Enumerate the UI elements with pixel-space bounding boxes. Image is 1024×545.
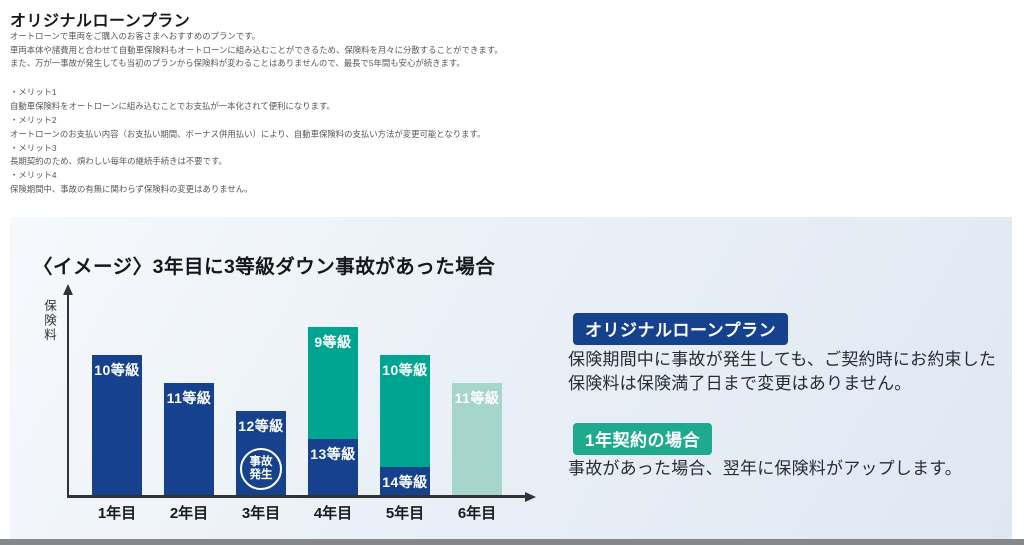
x-axis-tick-label: 5年目 [385,505,425,522]
y-axis-arrow-icon [63,284,73,295]
chart-title: 〈イメージ〉3年目に3等級ダウン事故があった場合 [33,256,496,278]
x-axis-arrow-icon [525,491,536,502]
bar-segment: 10等級 [380,355,430,467]
x-axis-tick-label: 1年目 [97,505,137,522]
bar-segment: 13等級 [308,439,358,495]
merit-label: ・メリット2 [10,114,57,125]
legend-text-loan-plan: 保険期間中に事故が発生しても、ご契約時にお約束した 保険料は保険満了日まで変更は… [568,350,997,393]
bar-segment: 11等級 [164,383,214,495]
bar-year-2: 11等級 [164,383,214,495]
bar-year-6: 11等級 [452,383,502,495]
merit-desc: オートローンのお支払い内容（お支払い期間、ボーナス併用払い）により、自動車保険料… [10,128,486,139]
bar-segment: 10等級 [92,355,142,495]
x-axis-tick-label: 3年目 [241,505,281,522]
bottom-border [0,539,1024,545]
bar-segment-label: 9等級 [314,334,352,350]
bar-year-4: 9等級 13等級 [308,327,358,495]
intro-text: オートローンで車両をご購入のお客さまへおすすめのプランです。 車両本体や諸費用と… [10,31,503,69]
bar-segment: 11等級 [452,383,502,495]
x-axis-tick-label: 2年目 [169,505,209,522]
y-axis-line [67,294,69,495]
merit-list: ・メリット1 自動車保険料をオートローンに組み込むことでお支払が一本化されて便利… [10,86,485,197]
legend-text-one-year: 事故があった場合、翌年に保険料がアップします。 [568,459,962,478]
bar-year-1: 10等級 [92,355,142,495]
merit-label: ・メリット3 [10,142,57,153]
merit-desc: 保険期間中、事故の有無に関わらず保険料の変更はありません。 [10,184,253,195]
bar-segment-label: 11等級 [166,390,212,406]
bar-segment-label: 10等級 [94,362,140,378]
x-labels: 1年目 2年目 3年目 4年目 5年目 6年目 [92,502,512,523]
bar-segment-label: 13等級 [310,446,356,462]
merit-desc: 自動車保険料をオートローンに組み込むことでお支払が一本化されて便利になります。 [10,100,335,111]
legend-badge-one-year: 1年契約の場合 [573,423,712,455]
legend-badge-loan-plan: オリジナルローンプラン [573,313,789,345]
page-title: オリジナルローンプラン [10,13,191,30]
accident-badge: 事故 発生 [240,448,282,490]
x-axis-line [67,495,527,498]
bar-segment-label: 10等級 [382,362,428,378]
bar-segment: 9等級 [308,327,358,439]
x-axis-tick-label: 6年目 [457,505,497,522]
bar-segment-label: 14等級 [382,474,428,490]
bar-segment-label: 12等級 [238,418,284,434]
bar-segment-label: 11等級 [454,390,500,406]
y-axis-label: 保険料 [42,299,56,343]
bar-year-3: 12等級事故 発生 [236,411,286,495]
merit-label: ・メリット4 [10,170,57,181]
x-axis-tick-label: 4年目 [313,505,353,522]
bars: 10等級 11等級 12等級事故 発生 9等級 13等級 10等級 14等級 11等級 [92,285,512,495]
merit-label: ・メリット1 [10,87,57,97]
merit-desc: 長期契約のため、煩わしい毎年の継続手続きは不要です。 [10,156,227,167]
bar-year-5: 10等級 14等級 [380,355,430,495]
chart-panel: 〈イメージ〉3年目に3等級ダウン事故があった場合 保険料 10等級 11等級 12等… [10,217,1012,539]
bar-segment: 14等級 [380,467,430,495]
